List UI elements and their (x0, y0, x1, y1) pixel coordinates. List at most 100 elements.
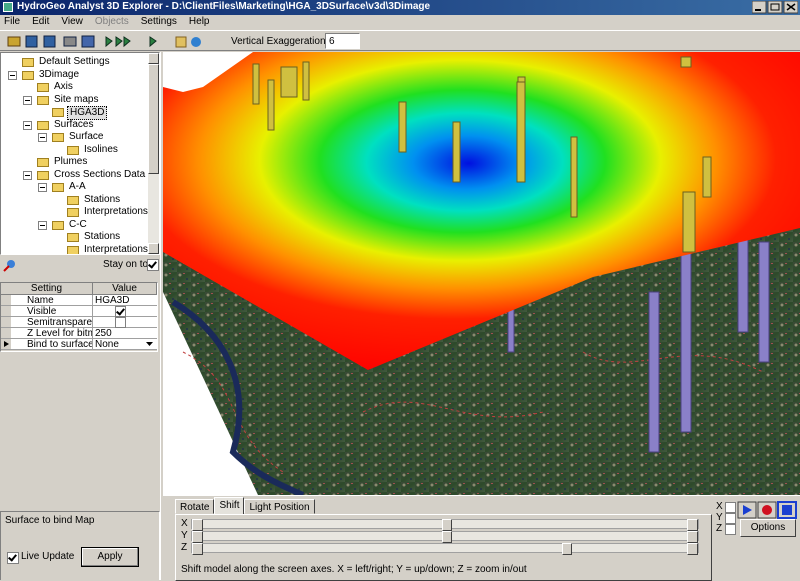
axis-label: Y (716, 512, 723, 523)
expander[interactable] (23, 170, 32, 180)
folder-icon (37, 120, 49, 130)
menu-item[interactable]: File (4, 16, 21, 27)
menu-item[interactable]: Settings (140, 16, 177, 27)
stay-on-top-label: Stay on top (103, 259, 154, 270)
folder-icon (37, 95, 49, 105)
window-buttons[interactable] (752, 1, 798, 14)
setting-name: Z Level for bitmap (11, 328, 93, 339)
status-panel: Surface to bind Map Live Update Apply (0, 511, 160, 580)
setting-name: Bind to surface (11, 339, 93, 350)
row-indicator (1, 339, 11, 350)
live-update-checkbox[interactable] (7, 552, 19, 564)
tree-items: Default Settings 3Dimage Axis Site maps HGA3… (1, 53, 149, 254)
tree-item[interactable]: Stations (84, 231, 121, 242)
folder-icon (37, 83, 49, 92)
3d-view[interactable] (163, 52, 800, 495)
vertical-exaggeration-input[interactable]: 6 (325, 33, 360, 49)
folder-icon (37, 170, 49, 180)
menu-item[interactable]: Objects (94, 16, 129, 27)
slider-track[interactable] (191, 543, 699, 555)
tree-item[interactable]: Stations (84, 193, 121, 205)
slider-label: Y (181, 530, 188, 541)
expander[interactable] (23, 120, 32, 130)
expander[interactable] (38, 133, 47, 142)
slider-track[interactable] (191, 531, 699, 543)
expander[interactable] (38, 220, 47, 230)
folder-icon (22, 70, 34, 80)
slider-thumb[interactable] (562, 543, 572, 555)
toolbar-icons[interactable] (4, 33, 204, 50)
row-indicator (1, 328, 11, 339)
tree-item[interactable]: Axis (54, 81, 73, 92)
tree-item[interactable]: HGA3D (67, 106, 108, 120)
value-checkbox[interactable] (115, 306, 126, 317)
tree-scrollbar[interactable] (148, 53, 159, 254)
setting-value[interactable] (93, 317, 157, 328)
expander[interactable] (23, 95, 32, 105)
setting-value[interactable] (93, 306, 157, 317)
folder-icon (67, 208, 79, 217)
setting-name: Visible (11, 306, 93, 317)
menu-item[interactable]: Edit (32, 16, 50, 27)
slider-track[interactable] (191, 519, 699, 531)
window-title: HydroGeo Analyst 3D Explorer - D:\Client… (17, 1, 431, 12)
slider-label: Z (181, 542, 188, 553)
tab[interactable]: Shift (214, 497, 245, 515)
tree-item[interactable]: Default Settings (39, 56, 110, 67)
tree-item[interactable]: Plumes (54, 156, 88, 167)
folder-icon (37, 158, 49, 167)
tab[interactable]: Rotate (175, 499, 215, 514)
axis-label: X (716, 501, 723, 512)
title-bar: HydroGeo Analyst 3D Explorer - D:\Client… (0, 0, 800, 15)
tree-item[interactable]: Site maps (54, 93, 99, 105)
folder-icon (52, 108, 64, 117)
slider-thumb[interactable] (442, 519, 452, 531)
menu-item[interactable]: Help (188, 16, 210, 27)
tree-item[interactable]: 3Dimage (39, 68, 80, 80)
axis-checkbox[interactable] (725, 524, 736, 535)
tree-item[interactable]: Surfaces (54, 118, 94, 130)
stay-on-top-checkbox[interactable] (147, 259, 159, 271)
property-grid: Setting Value Name HGA3D Visible Semitranspar… (0, 282, 158, 352)
row-indicator (1, 317, 11, 328)
tree-item[interactable]: Interpretations (84, 206, 148, 217)
axis-checkbox[interactable] (725, 513, 736, 524)
setting-value[interactable]: None (93, 339, 157, 350)
apply-button[interactable]: Apply (81, 547, 139, 567)
slider-label: X (181, 518, 188, 529)
tab-strip: Rotate Shift Light Position (175, 497, 375, 515)
axis-label: Z (716, 523, 723, 534)
hint-text: Shift model along the screen axes. X = l… (181, 564, 527, 575)
splitter[interactable] (160, 52, 163, 580)
tab[interactable]: Light Position (244, 499, 315, 514)
tree-item[interactable]: Cross Sections Data (54, 168, 146, 180)
folder-icon (22, 58, 34, 67)
expander[interactable] (38, 183, 47, 192)
slider-thumb[interactable] (442, 531, 452, 543)
tree-item[interactable]: Isolines (84, 143, 118, 155)
grid-header: Setting (1, 283, 93, 295)
tree-item[interactable]: A-A (69, 181, 86, 192)
tree-view: Default Settings 3Dimage Axis Site maps HGA3… (0, 52, 160, 255)
setting-name: Name (11, 295, 93, 306)
tree-item[interactable]: Surface (69, 131, 104, 142)
setting-value[interactable]: 250 (93, 328, 157, 339)
folder-icon (67, 245, 79, 254)
pin-icon[interactable] (3, 258, 17, 272)
tree-item[interactable]: C-C (69, 218, 87, 230)
folder-icon (52, 133, 64, 142)
folder-icon (67, 233, 79, 242)
menu-bar: File Edit View Objects Settings Help (0, 15, 800, 29)
playback-buttons[interactable] (737, 501, 799, 519)
options-button[interactable]: Options (740, 519, 796, 537)
setting-value[interactable]: HGA3D (93, 295, 157, 306)
dropdown-arrow[interactable] (146, 342, 154, 348)
tree-item[interactable]: Interpretations (84, 243, 148, 255)
expander[interactable] (8, 70, 17, 80)
value-checkbox[interactable] (115, 317, 126, 328)
axis-checkbox[interactable] (725, 502, 736, 513)
menu-item[interactable]: View (61, 16, 83, 27)
